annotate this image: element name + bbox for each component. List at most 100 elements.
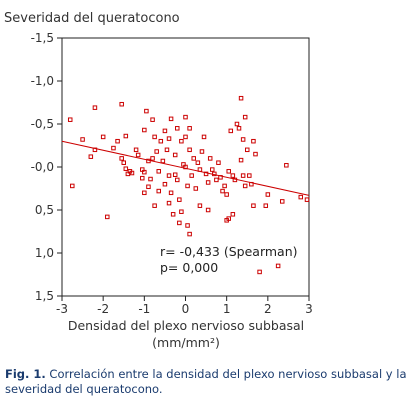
- data-point: [67, 117, 73, 122]
- data-point: [232, 177, 238, 183]
- data-point: [119, 101, 124, 107]
- data-point: [162, 128, 168, 134]
- data-point: [156, 169, 161, 174]
- data-point: [242, 183, 248, 189]
- data-point: [80, 137, 85, 142]
- data-point: [298, 194, 304, 200]
- data-point: [195, 160, 201, 165]
- data-point: [183, 114, 188, 120]
- y-tick-label: 0,5: [35, 203, 54, 217]
- figure-label: Fig. 1.: [5, 367, 46, 381]
- data-point: [123, 133, 129, 139]
- data-point: [172, 172, 178, 177]
- figure-caption-text: Correlación entre la densidad del plexo …: [5, 367, 407, 396]
- x-tick-label: -1: [138, 302, 150, 316]
- data-point: [197, 167, 203, 172]
- data-point: [177, 220, 182, 226]
- data-point: [251, 138, 256, 144]
- data-point: [135, 152, 141, 158]
- data-point: [185, 183, 190, 189]
- data-point: [172, 152, 178, 158]
- data-point: [205, 207, 211, 213]
- data-point: [140, 175, 145, 181]
- x-tick-label: -3: [56, 302, 68, 316]
- data-point: [175, 126, 180, 131]
- data-points: [67, 95, 310, 275]
- data-point: [279, 199, 285, 204]
- data-point: [189, 173, 194, 178]
- data-point: [197, 203, 203, 208]
- data-point: [220, 188, 225, 194]
- x-tick-label: -2: [97, 302, 109, 316]
- data-point: [247, 173, 252, 178]
- data-point: [203, 171, 209, 177]
- data-point: [177, 197, 182, 202]
- y-tick-label: -1,5: [31, 31, 54, 45]
- data-point: [263, 203, 269, 208]
- p-value-stat: p= 0,000: [160, 260, 218, 275]
- data-point: [88, 154, 94, 159]
- data-point: [142, 127, 147, 133]
- data-point: [275, 263, 281, 269]
- data-point: [249, 181, 254, 187]
- data-point: [185, 223, 190, 228]
- y-axis-ticks: -1,5 -1,0 -0,5 -0,0 0,5 1,0 1,5: [31, 31, 62, 303]
- data-point: [142, 190, 147, 196]
- scatter-chart: -1,5 -1,0 -0,5 -0,0 0,5 1,0 1,5 -3 -2 -1 0 1 2 3 Sev…: [4, 11, 313, 350]
- data-point: [187, 126, 192, 131]
- data-point: [168, 116, 174, 122]
- data-point: [230, 173, 236, 178]
- data-point: [187, 147, 192, 153]
- data-point: [121, 160, 126, 165]
- y-tick-label: 1,5: [35, 289, 54, 303]
- x-axis-unit: (mm/mm²): [152, 335, 220, 350]
- data-point: [133, 147, 139, 153]
- data-point: [183, 164, 188, 170]
- data-point: [187, 231, 192, 237]
- data-point: [240, 137, 246, 142]
- y-tick-label: 1,0: [35, 246, 54, 260]
- data-point: [100, 134, 106, 140]
- data-point: [144, 108, 149, 114]
- data-point: [150, 117, 155, 122]
- data-point: [146, 184, 151, 190]
- data-point: [183, 134, 188, 140]
- figure-caption: Fig. 1. Correlación entre la densidad de…: [5, 367, 415, 397]
- data-point: [92, 105, 98, 110]
- data-point: [115, 138, 120, 144]
- data-point: [228, 128, 234, 134]
- data-point: [168, 190, 174, 196]
- x-tick-label: 1: [223, 302, 231, 316]
- data-point: [164, 147, 170, 153]
- data-point: [240, 173, 246, 178]
- data-point: [304, 197, 310, 202]
- data-point: [201, 134, 207, 140]
- data-point: [158, 138, 164, 144]
- data-point: [236, 126, 242, 131]
- data-point: [70, 183, 75, 189]
- data-point: [119, 156, 124, 161]
- data-point: [92, 147, 98, 153]
- data-point: [238, 157, 244, 163]
- data-point: [226, 216, 231, 221]
- data-point: [156, 188, 161, 194]
- data-point: [170, 212, 176, 217]
- data-point: [251, 203, 256, 208]
- data-point: [146, 158, 151, 164]
- data-point: [245, 147, 250, 153]
- x-axis-title: Densidad del plexo nervioso subbasal: [68, 318, 304, 333]
- data-point: [179, 138, 184, 144]
- data-point: [166, 136, 172, 141]
- data-point: [214, 177, 219, 183]
- data-point: [234, 121, 240, 127]
- data-point: [166, 200, 172, 206]
- data-point: [191, 156, 196, 161]
- data-point: [148, 176, 153, 182]
- plot-area: [61, 37, 310, 297]
- correlation-stat: r= -0,433 (Spearman): [160, 244, 298, 259]
- data-point: [154, 149, 159, 154]
- y-tick-label: -0,5: [31, 117, 54, 131]
- data-point: [218, 175, 223, 180]
- data-point: [199, 149, 205, 154]
- data-point: [265, 192, 271, 197]
